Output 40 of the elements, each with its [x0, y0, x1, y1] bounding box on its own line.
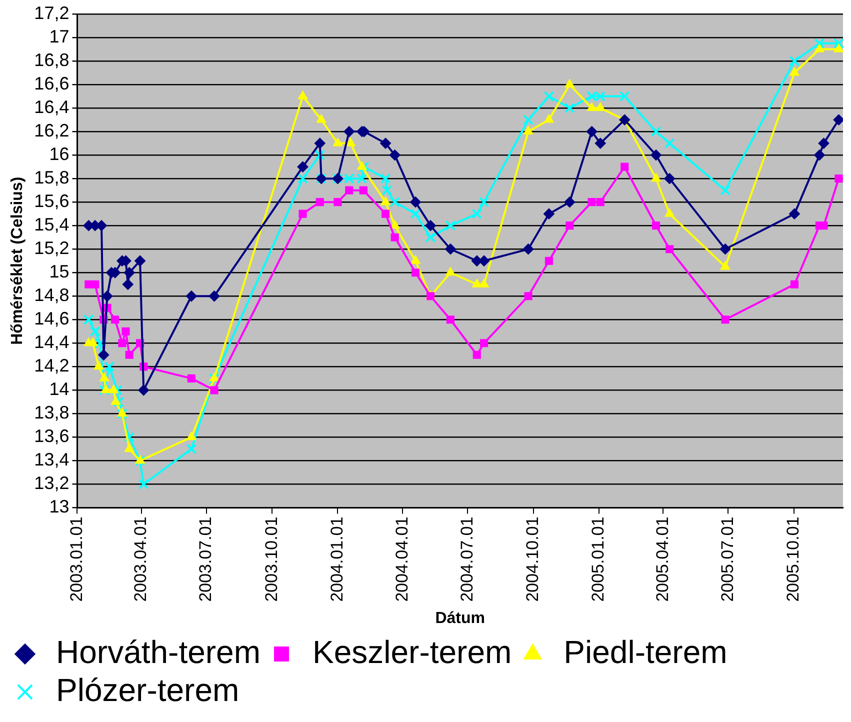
y-tick-label: 15,2	[34, 238, 70, 258]
x-tick-label: 2005.10.01	[783, 516, 802, 602]
x-tick-label: 2003.07.01	[196, 516, 216, 602]
x-tick-label: 2004.01.01	[327, 516, 346, 602]
y-tick-label: 14,8	[34, 285, 70, 306]
y-tick-label: 15	[49, 262, 70, 282]
y-tick-label: 16	[49, 144, 70, 164]
x-tick-label: 2003.04.01	[131, 516, 150, 602]
y-tick-label: 13,2	[34, 473, 70, 494]
y-tick-label: 14,4	[34, 332, 70, 352]
legend-label: Plózer-terem	[56, 672, 240, 708]
y-tick-label: 14,6	[34, 308, 70, 329]
y-axis-title: Hőmérséklet (Celsius)	[9, 176, 26, 345]
x-tick-label: 2004.07.01	[457, 516, 476, 602]
x-tick-label: 2005.04.01	[652, 516, 672, 602]
legend-label: Keszler-terem	[312, 634, 512, 670]
y-tick-label: 16,8	[34, 50, 70, 70]
y-tick-label: 16,6	[34, 74, 70, 94]
y-tick-label: 14	[49, 379, 70, 400]
y-tick-label: 16,2	[34, 120, 70, 141]
x-tick-label: 2004.04.01	[392, 516, 412, 602]
y-tick-label: 14,2	[34, 356, 70, 376]
x-tick-label: 2005.07.01	[718, 516, 737, 602]
y-tick-label: 17	[49, 26, 70, 46]
legend-label: Piedl-terem	[564, 634, 728, 670]
y-tick-label: 15,8	[34, 168, 70, 188]
y-tick-label: 13,4	[34, 450, 70, 470]
y-tick-label: 13,6	[34, 426, 70, 446]
x-tick-label: 2005.01.01	[588, 516, 608, 602]
x-tick-label: 2003.01.01	[66, 516, 86, 602]
y-tick-label: 16,4	[34, 97, 70, 118]
y-tick-label: 15,4	[34, 214, 70, 235]
y-tick-label: 17,2	[34, 2, 70, 23]
x-tick-label: 2003.10.01	[262, 516, 281, 602]
y-tick-label: 15,6	[34, 191, 70, 212]
y-tick-label: 13,8	[34, 402, 70, 423]
x-tick-label: 2004.10.01	[522, 516, 542, 602]
x-axis-title: Dátum	[435, 610, 486, 627]
y-tick-label: 13	[49, 496, 70, 517]
legend-label: Horváth-terem	[56, 634, 260, 670]
